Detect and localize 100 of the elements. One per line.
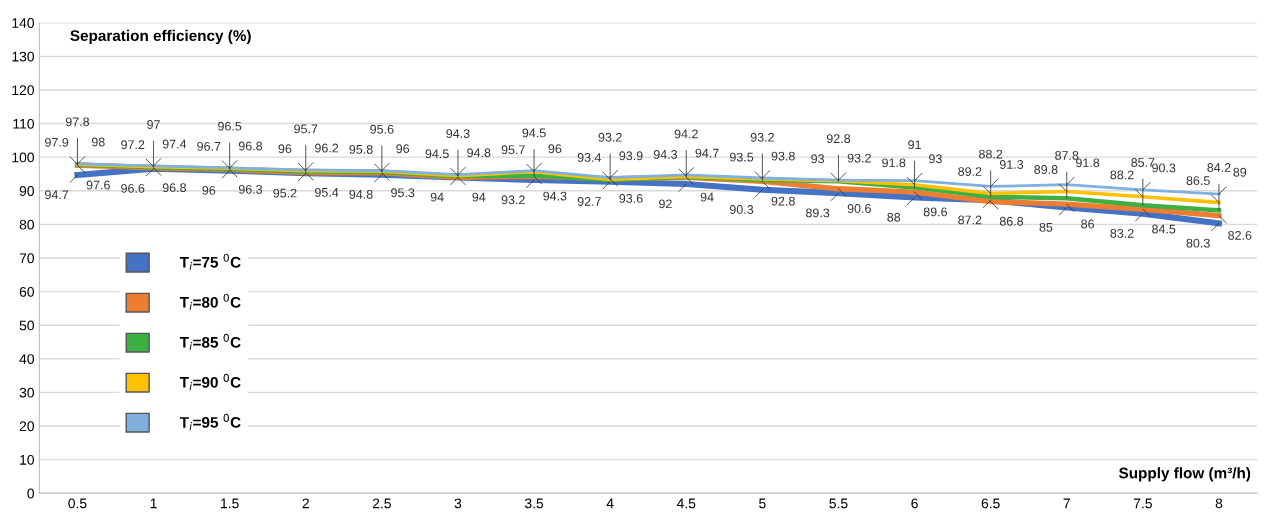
data-label: 93.9 [619,151,643,161]
data-label: 80.3 [1186,238,1210,248]
data-label: 94 [430,192,444,202]
data-label: 87.2 [958,215,982,225]
legend-label: T$_{i}$=75 $^{0}$C [179,253,241,271]
data-label: 93.5 [729,152,754,162]
data-label: 95.6 [370,124,394,134]
data-label: 88.2 [1110,170,1134,180]
data-label: 95.4 [315,187,339,197]
x-tick-label: 1 [150,498,157,509]
legend-label: T$_{i}$=95 $^{0}$C [179,413,241,431]
data-label: 95.7 [294,124,318,134]
data-label: 94 [700,192,714,202]
data-label: 87.8 [1055,151,1079,160]
y-tick-label: 120 [12,85,34,96]
x-tick-label: 5.5 [829,498,848,509]
data-label: 95.2 [273,188,297,198]
data-label: 93.4 [577,153,602,162]
legend-label: T$_{i}$=80 $^{0}$C [179,293,241,311]
y-tick-label: 110 [13,118,34,129]
legend-label: T$_{i}$=85 $^{0}$C [179,333,241,351]
data-label: 94.3 [653,149,678,159]
data-label: 91.3 [999,160,1024,169]
x-tick-label: 2 [302,498,309,509]
y-axis-title: Separation efficiency (%) [70,29,251,45]
data-label: 92.7 [577,197,601,206]
data-label: 96.8 [162,183,187,193]
data-label: 96.5 [218,121,242,131]
data-label: 84.2 [1207,163,1231,172]
data-label: 97.8 [65,117,90,127]
x-tick-label: 3.5 [524,498,544,509]
data-label: 94.8 [349,189,373,199]
data-label: 93.2 [598,132,622,142]
data-label: 96 [548,144,562,154]
data-label: 89.3 [806,208,830,218]
data-label: 95.7 [501,145,525,155]
data-label: 83.2 [1110,228,1134,238]
y-tick-label: 90 [19,186,34,196]
data-label: 93.6 [619,194,643,203]
y-tick-label: 60 [19,286,34,297]
data-label: 82.6 [1228,230,1252,240]
x-tick-label: 1.5 [221,498,239,509]
data-label: 96.8 [238,141,263,151]
data-label: 94.8 [467,148,491,158]
data-label: 97.2 [121,140,145,150]
data-label: 85 [1039,222,1053,232]
y-tick-label: 100 [12,152,34,163]
y-tick-label: 10 [20,454,34,465]
data-label: 93.2 [847,153,871,163]
data-label: 89.2 [958,167,982,176]
y-tick-label: 30 [19,387,34,398]
data-label: 97 [147,120,160,129]
data-label: 94 [472,192,486,202]
y-tick-label: 130 [12,51,34,62]
data-label: 86.5 [1186,176,1210,186]
data-label: 97.4 [162,139,187,149]
data-label: 89.6 [923,207,948,217]
x-tick-label: 6 [911,498,918,509]
x-tick-label: 7 [1063,498,1070,509]
x-tick-label: 4.5 [676,498,696,509]
data-label: 88 [887,212,901,222]
x-tick-label: 7.5 [1133,498,1152,509]
data-label: 90.6 [847,204,871,213]
x-tick-label: 8 [1215,498,1223,509]
data-label: 95.3 [391,188,415,198]
data-label: 97.9 [45,137,69,147]
x-tick-label: 3 [454,498,462,509]
data-label: 93 [929,154,942,164]
y-tick-label: 20 [19,421,34,432]
data-label: 93.2 [501,195,525,205]
data-label: 96.3 [238,184,263,194]
data-label: 90.3 [729,205,754,214]
y-tick-label: 0 [27,488,34,499]
data-label: 94.3 [543,191,567,201]
data-label: 93.2 [750,132,774,142]
data-label: 86 [1081,219,1094,229]
data-label: 93.8 [771,151,795,161]
data-label: 96.6 [121,183,145,193]
y-tick-label: 50 [19,320,34,331]
data-label: 92.8 [826,134,851,144]
data-label: 91.8 [1076,158,1100,168]
x-axis-title: Supply flow (m³/h) [1118,467,1251,482]
legend-label: T$_{i}$=90 $^{0}$C [179,373,241,391]
data-label: 94.2 [674,129,698,139]
data-label: 88.2 [979,149,1003,159]
data-label: 97.6 [86,180,110,190]
x-tick-label: 6.5 [981,498,1000,509]
data-label: 95.8 [349,144,373,154]
data-label: 94.7 [695,148,719,158]
data-label: 96.7 [197,141,221,151]
data-label: 91 [908,140,921,150]
data-label: 91.8 [882,158,906,168]
y-tick-label: 140 [12,18,34,28]
data-label: 94.3 [446,129,470,139]
data-label: 96.2 [315,143,339,153]
data-label: 89.8 [1034,165,1058,174]
data-label: 96 [278,144,292,154]
data-label: 96 [396,144,410,154]
data-label: 86.8 [999,216,1024,226]
data-label: 98 [91,137,105,147]
